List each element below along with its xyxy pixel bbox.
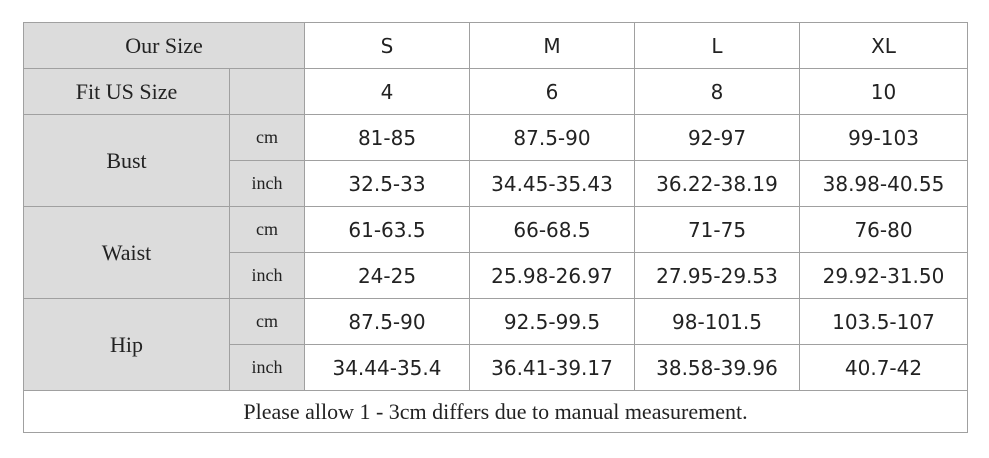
measurement-name: Hip bbox=[23, 298, 230, 391]
table-row: inch 32.5-33 34.45-35.43 36.22-38.19 38.98-4… bbox=[24, 160, 968, 207]
measurement-value: 92-97 bbox=[634, 114, 800, 161]
table-row: Please allow 1 - 3cm differs due to manu… bbox=[23, 390, 968, 433]
measurement-value: 40.7-42 bbox=[799, 344, 968, 391]
measurement-value: 24-25 bbox=[304, 252, 470, 299]
size-header: M bbox=[469, 22, 635, 69]
unit-label: cm bbox=[229, 114, 305, 161]
measurement-value: 87.5-90 bbox=[469, 114, 635, 161]
fit-value: 6 bbox=[469, 68, 635, 115]
measurement-value: 34.44-35.4 bbox=[304, 344, 470, 391]
measurement-value: 71-75 bbox=[634, 206, 800, 253]
table-row: Hip cm 87.5-90 92.5-99.5 98-101.5 103.5-107 bbox=[23, 298, 968, 391]
measurement-value: 27.95-29.53 bbox=[634, 252, 800, 299]
unit-label: cm bbox=[229, 298, 305, 345]
table-row: Bust cm 81-85 87.5-90 92-97 99-103 bbox=[23, 114, 968, 207]
note: Please allow 1 - 3cm differs due to manu… bbox=[23, 390, 968, 433]
size-table: Our Size S M L XL Fit US Size 4 6 8 10 Bust cm 81-85… bbox=[23, 22, 968, 433]
measurement-value: 34.45-35.43 bbox=[469, 160, 635, 207]
unit-label: inch bbox=[229, 252, 305, 299]
measurement-value: 76-80 bbox=[799, 206, 968, 253]
table-row: Waist cm 61-63.5 66-68.5 71-75 76-80 bbox=[23, 206, 968, 299]
measurement-value: 38.98-40.55 bbox=[799, 160, 968, 207]
table-row: Our Size S M L XL bbox=[23, 22, 968, 69]
measurement-name: Waist bbox=[23, 206, 230, 299]
fit-label: Fit US Size bbox=[23, 68, 230, 115]
fit-value: 4 bbox=[304, 68, 470, 115]
measurement-value: 36.41-39.17 bbox=[469, 344, 635, 391]
measurement-value: 103.5-107 bbox=[799, 298, 968, 345]
measurement-value: 99-103 bbox=[799, 114, 968, 161]
size-header: L bbox=[634, 22, 800, 69]
table-row: inch 24-25 25.98-26.97 27.95-29.53 29.92-31.… bbox=[24, 252, 968, 299]
unit-label: inch bbox=[229, 344, 305, 391]
measurement-value: 92.5-99.5 bbox=[469, 298, 635, 345]
measurement-value: 61-63.5 bbox=[304, 206, 470, 253]
fit-value: 10 bbox=[799, 68, 968, 115]
header-label: Our Size bbox=[23, 22, 305, 69]
measurement-value: 81-85 bbox=[304, 114, 470, 161]
table-row: Fit US Size 4 6 8 10 bbox=[23, 68, 968, 115]
table-row: inch 34.44-35.4 36.41-39.17 38.58-39.96 40.7… bbox=[24, 344, 968, 391]
measurement-value: 38.58-39.96 bbox=[634, 344, 800, 391]
measurement-value: 32.5-33 bbox=[304, 160, 470, 207]
measurement-value: 66-68.5 bbox=[469, 206, 635, 253]
measurement-value: 87.5-90 bbox=[304, 298, 470, 345]
measurement-value: 36.22-38.19 bbox=[634, 160, 800, 207]
size-header: S bbox=[304, 22, 470, 69]
unit-label: cm bbox=[229, 206, 305, 253]
measurement-value: 25.98-26.97 bbox=[469, 252, 635, 299]
fit-value: 8 bbox=[634, 68, 800, 115]
measurement-value: 98-101.5 bbox=[634, 298, 800, 345]
measurement-value: 29.92-31.50 bbox=[799, 252, 968, 299]
measurement-name: Bust bbox=[23, 114, 230, 207]
blank-cell bbox=[229, 68, 305, 115]
size-header: XL bbox=[799, 22, 968, 69]
unit-label: inch bbox=[229, 160, 305, 207]
